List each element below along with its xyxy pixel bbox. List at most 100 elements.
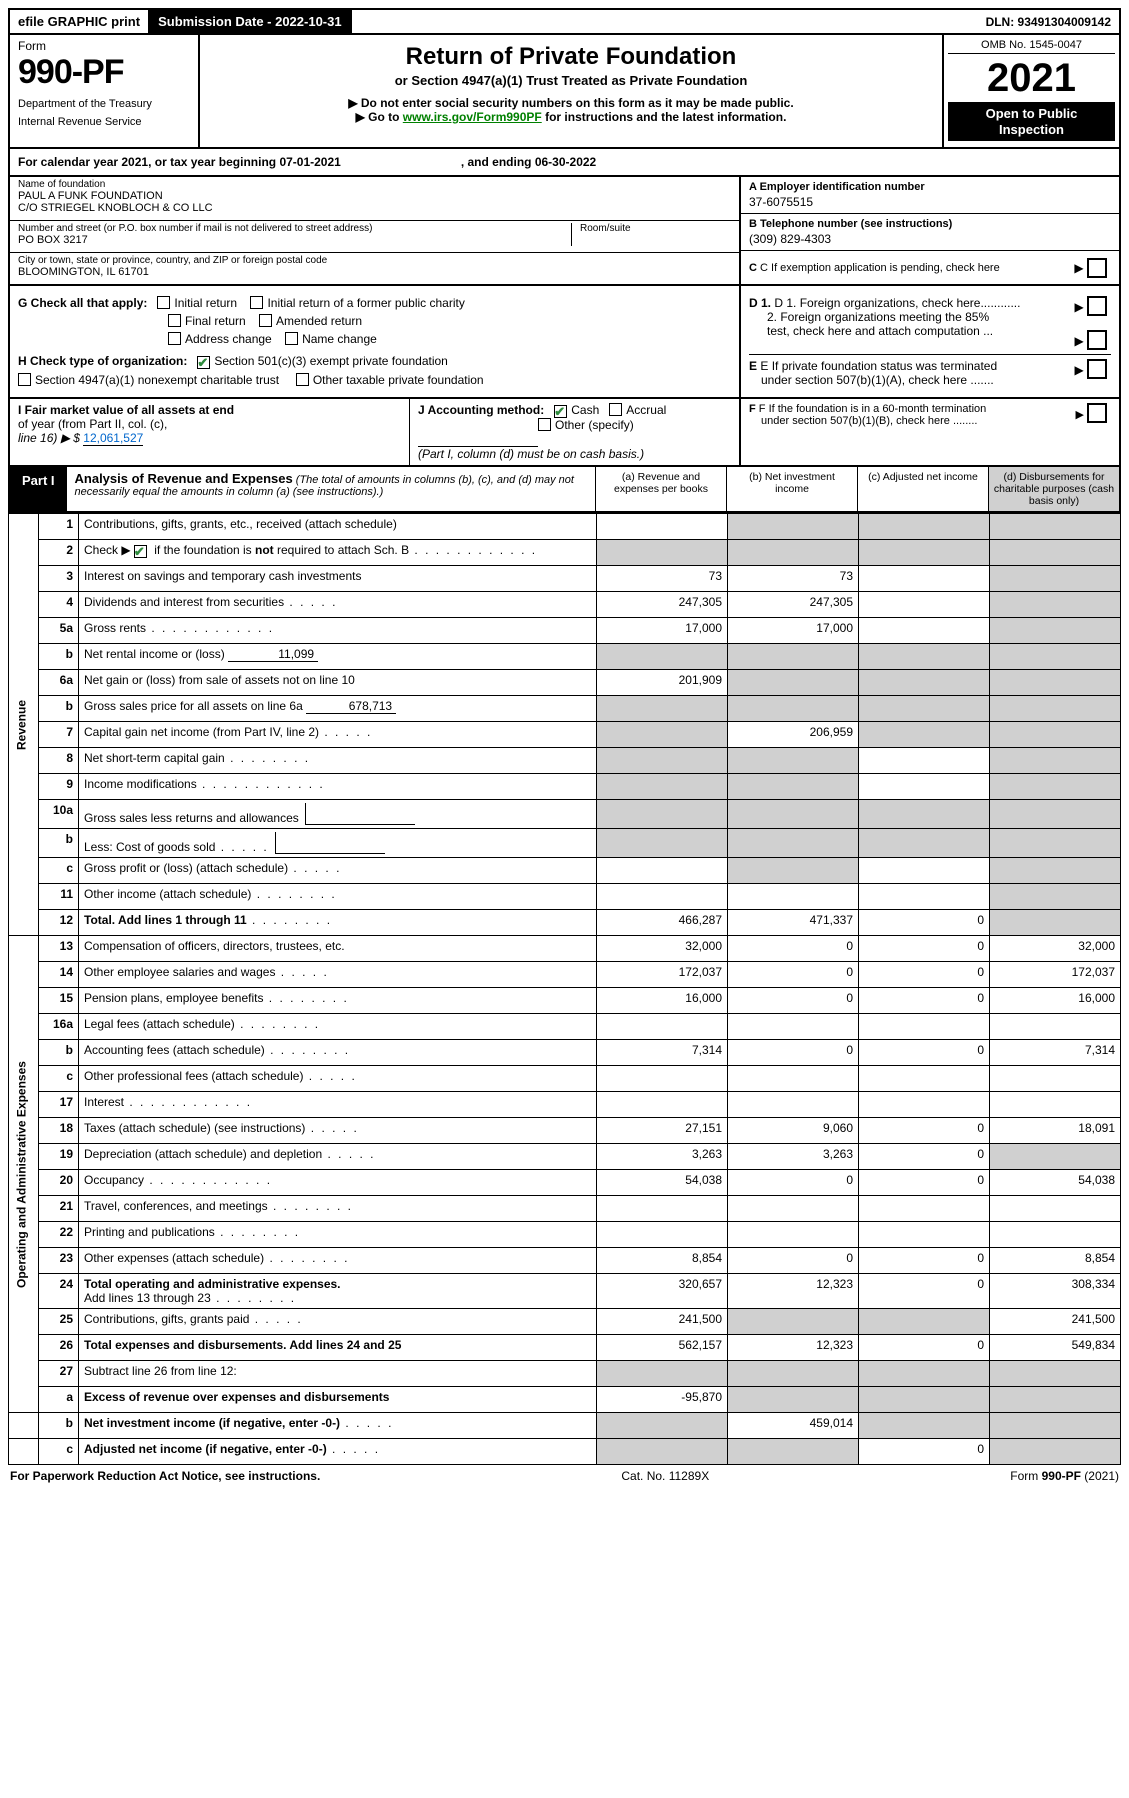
- table-row: Revenue 1 Contributions, gifts, grants, …: [9, 514, 1121, 540]
- row-14-b: 0: [728, 962, 859, 988]
- row-17-desc: Interest: [79, 1092, 597, 1118]
- fmv-accounting-row: I Fair market value of all assets at end…: [8, 399, 1121, 467]
- row-27b-b: 459,014: [728, 1413, 859, 1439]
- col-b-head: (b) Net investment income: [726, 467, 857, 511]
- g-amended-return: Amended return: [276, 314, 362, 328]
- g-amended-return-checkbox[interactable]: [259, 314, 272, 327]
- row-19-desc: Depreciation (attach schedule) and deple…: [79, 1144, 597, 1170]
- table-row: 16a Legal fees (attach schedule): [9, 1014, 1121, 1040]
- dept-irs: Internal Revenue Service: [18, 116, 190, 128]
- j-accrual: Accrual: [626, 403, 666, 417]
- row-6b-mini: 678,713: [306, 699, 396, 714]
- header-note-2: ▶ Go to www.irs.gov/Form990PF for instru…: [208, 110, 934, 124]
- row-25-no: 25: [39, 1309, 79, 1335]
- d2-checkbox[interactable]: [1087, 330, 1107, 350]
- row-16b-a: 7,314: [597, 1040, 728, 1066]
- table-row: 14 Other employee salaries and wages 172…: [9, 962, 1121, 988]
- street-label: Number and street (or P.O. box number if…: [18, 223, 563, 234]
- g-address-change: Address change: [185, 332, 272, 346]
- form-word: Form: [18, 39, 190, 53]
- row-18-no: 18: [39, 1118, 79, 1144]
- row-25-a: 241,500: [597, 1309, 728, 1335]
- row-4-no: 4: [39, 592, 79, 618]
- table-row: c Other professional fees (attach schedu…: [9, 1066, 1121, 1092]
- page-footer: For Paperwork Reduction Act Notice, see …: [8, 1465, 1121, 1483]
- g-initial-return-checkbox[interactable]: [157, 296, 170, 309]
- h-4947-checkbox[interactable]: [18, 373, 31, 386]
- dept-treasury: Department of the Treasury: [18, 98, 190, 110]
- table-row: 25 Contributions, gifts, grants paid 241…: [9, 1309, 1121, 1335]
- row-26-c: 0: [859, 1335, 990, 1361]
- open-to-public: Open to PublicInspection: [948, 102, 1115, 141]
- fmv-value-link[interactable]: 12,061,527: [83, 431, 143, 445]
- footer-right: Form 990-PF (2021): [1010, 1469, 1119, 1483]
- row-24-no: 24: [39, 1274, 79, 1309]
- row-12-b: 471,337: [728, 910, 859, 936]
- form990pf-link[interactable]: www.irs.gov/Form990PF: [403, 110, 542, 124]
- table-row: a Excess of revenue over expenses and di…: [9, 1387, 1121, 1413]
- row-10c-no: c: [39, 858, 79, 884]
- row-5b-no: b: [39, 644, 79, 670]
- exemption-pending-checkbox[interactable]: [1087, 258, 1107, 278]
- efile-label: efile GRAPHIC print: [10, 10, 150, 33]
- d1-checkbox[interactable]: [1087, 296, 1107, 316]
- row-15-a: 16,000: [597, 988, 728, 1014]
- row-27c-desc: Adjusted net income (if negative, enter …: [79, 1439, 597, 1465]
- table-row: 26 Total expenses and disbursements. Add…: [9, 1335, 1121, 1361]
- row-14-d: 172,037: [990, 962, 1121, 988]
- header-note-1: ▶ Do not enter social security numbers o…: [208, 96, 934, 110]
- row-19-a: 3,263: [597, 1144, 728, 1170]
- expenses-side-label: Operating and Administrative Expenses: [9, 936, 39, 1413]
- g-address-change-checkbox[interactable]: [168, 332, 181, 345]
- col-d-head: (d) Disbursements for charitable purpose…: [988, 467, 1119, 511]
- table-row: 12 Total. Add lines 1 through 11 466,287…: [9, 910, 1121, 936]
- row-12-a: 466,287: [597, 910, 728, 936]
- j-other-checkbox[interactable]: [538, 418, 551, 431]
- row-24-c: 0: [859, 1274, 990, 1309]
- e-checkbox[interactable]: [1087, 359, 1107, 379]
- row-14-a: 172,037: [597, 962, 728, 988]
- row-5a-a: 17,000: [597, 618, 728, 644]
- row-5a-no: 5a: [39, 618, 79, 644]
- efile-topbar: efile GRAPHIC print Submission Date - 20…: [8, 8, 1121, 35]
- row-13-desc: Compensation of officers, directors, tru…: [79, 936, 597, 962]
- row-16a-no: 16a: [39, 1014, 79, 1040]
- table-row: 3 Interest on savings and temporary cash…: [9, 566, 1121, 592]
- table-row: 7 Capital gain net income (from Part IV,…: [9, 722, 1121, 748]
- g-initial-public-checkbox[interactable]: [250, 296, 263, 309]
- col-a-head: (a) Revenue and expenses per books: [595, 467, 726, 511]
- g-final-return-checkbox[interactable]: [168, 314, 181, 327]
- row-18-a: 27,151: [597, 1118, 728, 1144]
- row-10b-no: b: [39, 829, 79, 858]
- row-4-b: 247,305: [728, 592, 859, 618]
- g-name-change-checkbox[interactable]: [285, 332, 298, 345]
- submission-date: Submission Date - 2022-10-31: [150, 10, 352, 33]
- f-checkbox[interactable]: [1087, 403, 1107, 423]
- j-accrual-checkbox[interactable]: [609, 403, 622, 416]
- row-27b-desc: Net investment income (if negative, ente…: [79, 1413, 597, 1439]
- room-suite-label: Room/suite: [571, 223, 731, 246]
- row-15-desc: Pension plans, employee benefits: [79, 988, 597, 1014]
- row-5b-desc: Net rental income or (loss) 11,099: [79, 644, 597, 670]
- row-20-no: 20: [39, 1170, 79, 1196]
- h-label: H Check type of organization:: [18, 354, 187, 368]
- row-8-desc: Net short-term capital gain: [79, 748, 597, 774]
- table-row: 5a Gross rents 17,000 17,000: [9, 618, 1121, 644]
- row-23-desc: Other expenses (attach schedule): [79, 1248, 597, 1274]
- schb-checkbox[interactable]: [134, 545, 147, 558]
- table-row: 8 Net short-term capital gain: [9, 748, 1121, 774]
- row-6b-no: b: [39, 696, 79, 722]
- row-22-desc: Printing and publications: [79, 1222, 597, 1248]
- h-501c3-checkbox[interactable]: [197, 356, 210, 369]
- tax-year: 2021: [948, 58, 1115, 98]
- row-26-a: 562,157: [597, 1335, 728, 1361]
- row-5b-mini: 11,099: [228, 647, 318, 662]
- h-other-checkbox[interactable]: [296, 373, 309, 386]
- g-initial-return: Initial return: [174, 296, 237, 310]
- revenue-side-label: Revenue: [9, 514, 39, 936]
- table-row: 27 Subtract line 26 from line 12:: [9, 1361, 1121, 1387]
- city-value: BLOOMINGTON, IL 61701: [18, 266, 731, 278]
- row-2-desc: Check ▶ if the foundation is not require…: [79, 540, 597, 566]
- j-cash: Cash: [571, 403, 599, 417]
- j-cash-checkbox[interactable]: [554, 405, 567, 418]
